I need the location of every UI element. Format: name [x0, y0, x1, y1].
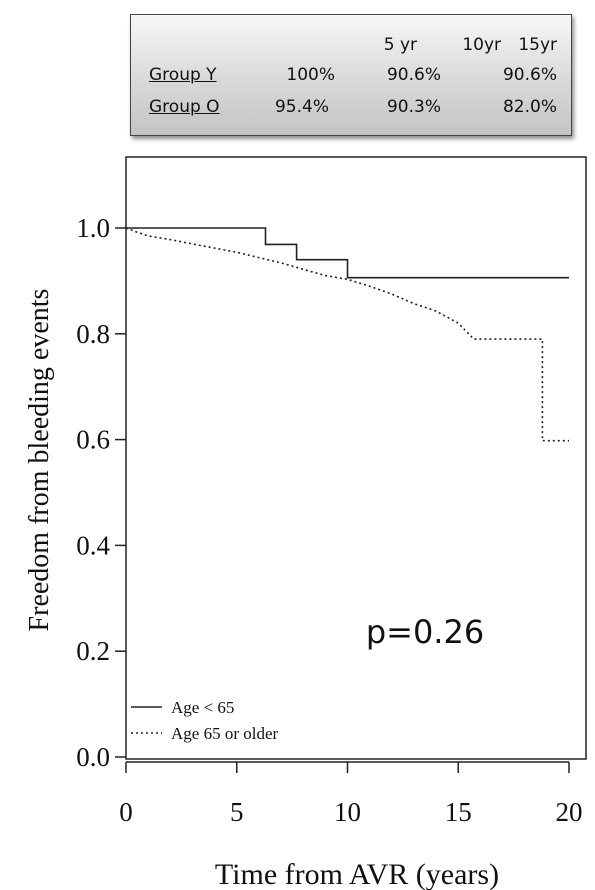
legend-label: Age < 65 [171, 698, 234, 717]
legend-label: Age 65 or older [171, 724, 279, 743]
p-value-annotation: p=0.26 [366, 613, 484, 651]
plot-frame [126, 157, 586, 759]
x-tick-label: 20 [556, 797, 583, 827]
x-axis-label: Time from AVR (years) [215, 858, 499, 890]
series-line-age-under-65 [126, 228, 569, 278]
x-tick-label: 5 [230, 797, 244, 827]
x-tick-label: 0 [119, 797, 133, 827]
y-tick-label: 0.4 [76, 530, 110, 560]
y-tick-label: 0.2 [76, 636, 110, 666]
x-tick-label: 15 [445, 797, 472, 827]
y-axis-label: Freedom from bleeding events [24, 289, 55, 632]
chart-legend: Age < 65 Age 65 or older [131, 698, 279, 743]
x-tick-label: 10 [334, 797, 361, 827]
y-tick-label: 1.0 [76, 213, 110, 243]
y-tick-label: 0.0 [76, 742, 110, 772]
y-tick-label: 0.6 [76, 425, 110, 455]
y-tick-label: 0.8 [76, 319, 110, 349]
